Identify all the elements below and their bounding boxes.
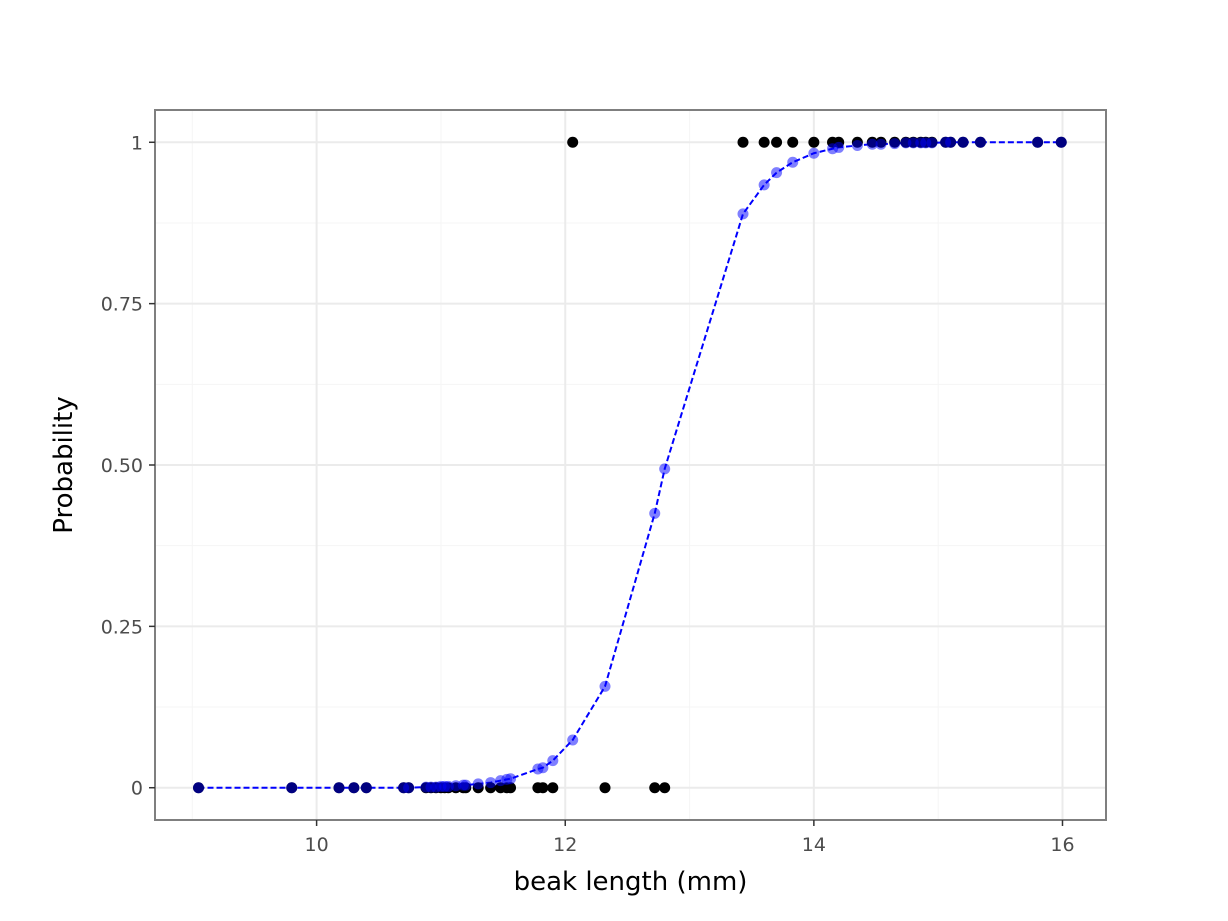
x-tick-label: 14 xyxy=(802,834,826,856)
fitted-point xyxy=(808,147,820,159)
x-tick-label: 10 xyxy=(305,834,329,856)
fitted-point xyxy=(537,762,549,774)
fitted-point xyxy=(957,136,969,148)
observed-point xyxy=(737,136,749,148)
fitted-point xyxy=(599,680,611,692)
observed-point xyxy=(771,136,783,148)
fitted-point xyxy=(945,136,957,148)
observed-point xyxy=(599,782,611,794)
fitted-point xyxy=(1055,136,1067,148)
fitted-points xyxy=(193,136,1067,794)
fitted-point xyxy=(737,208,749,220)
x-axis: 10 12 14 16 xyxy=(305,820,1075,856)
fitted-point xyxy=(659,463,671,475)
observed-point xyxy=(547,782,559,794)
fitted-point xyxy=(833,141,845,153)
fitted-point xyxy=(875,138,887,150)
observed-point xyxy=(808,136,820,148)
fitted-point xyxy=(851,140,863,151)
fitted-point xyxy=(547,755,559,767)
observed-point xyxy=(537,782,549,794)
fitted-point xyxy=(403,782,415,794)
observed-point xyxy=(659,782,671,794)
x-tick-label: 16 xyxy=(1050,834,1074,856)
fitted-point xyxy=(360,782,372,794)
fitted-point xyxy=(505,773,517,785)
fitted-point xyxy=(771,167,783,179)
observed-point xyxy=(758,136,770,148)
minor-gridlines xyxy=(155,110,1106,820)
y-tick-label: 1 xyxy=(131,132,143,154)
y-axis: 0 0.25 0.50 0.75 1 xyxy=(101,132,155,800)
fitted-point xyxy=(348,782,360,794)
observed-point xyxy=(505,782,517,794)
observed-point xyxy=(567,136,579,148)
fitted-point xyxy=(758,179,770,191)
fitted-point xyxy=(460,779,472,791)
fitted-point xyxy=(649,507,661,519)
fitted-point xyxy=(974,136,986,148)
y-tick-label: 0.25 xyxy=(101,616,143,638)
fitted-point xyxy=(866,138,878,150)
fitted-point xyxy=(567,734,579,746)
y-tick-label: 0 xyxy=(131,778,143,800)
fitted-point xyxy=(926,137,938,149)
fitted-point xyxy=(787,156,799,168)
x-axis-title: beak length (mm) xyxy=(514,867,748,897)
fitted-point xyxy=(472,778,484,790)
major-gridlines xyxy=(155,110,1106,820)
y-axis-title: Probability xyxy=(49,396,79,533)
observed-point xyxy=(649,782,661,794)
fitted-point xyxy=(286,782,298,794)
fitted-point xyxy=(193,782,205,794)
observed-point xyxy=(787,136,799,148)
fitted-point xyxy=(485,777,497,789)
x-tick-label: 12 xyxy=(553,834,577,856)
fitted-point xyxy=(1032,136,1044,148)
fitted-point xyxy=(333,782,345,794)
fitted-point xyxy=(889,138,901,150)
y-tick-label: 0.50 xyxy=(101,455,143,477)
y-tick-label: 0.75 xyxy=(101,294,143,316)
